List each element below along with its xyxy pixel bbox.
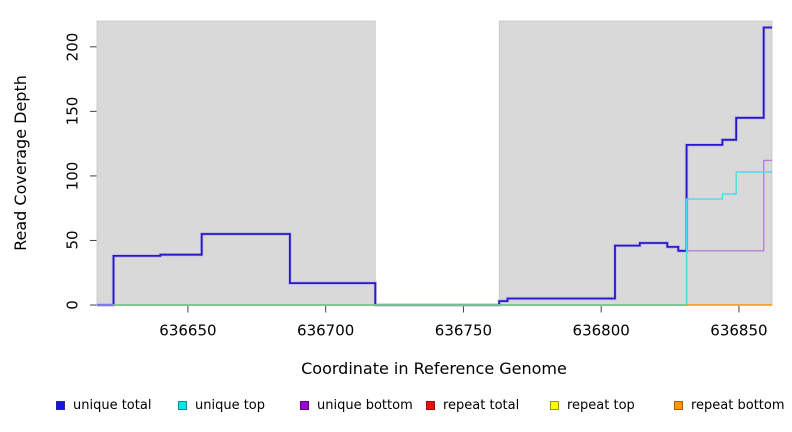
y-tick-label: 0 [63,300,82,310]
series-unique-total-line [97,26,772,306]
plot-background-left [96,20,376,306]
x-axis-title: Coordinate in Reference Genome [301,359,567,378]
x-tick-label: 636650 [159,321,217,340]
x-tick-label: 636850 [710,321,768,340]
plot-background-right [498,20,773,306]
y-tick-label: 50 [63,230,82,250]
y-tick-label: 100 [63,161,82,191]
x-tick-label: 636800 [572,321,630,340]
y-axis-title: Read Coverage Depth [11,75,30,251]
series-unique-top-line [97,171,772,306]
x-tick-label: 636750 [434,321,493,340]
y-tick-label: 150 [63,97,82,126]
y-tick-label: 200 [63,32,82,62]
x-tick-label: 636700 [297,321,355,340]
